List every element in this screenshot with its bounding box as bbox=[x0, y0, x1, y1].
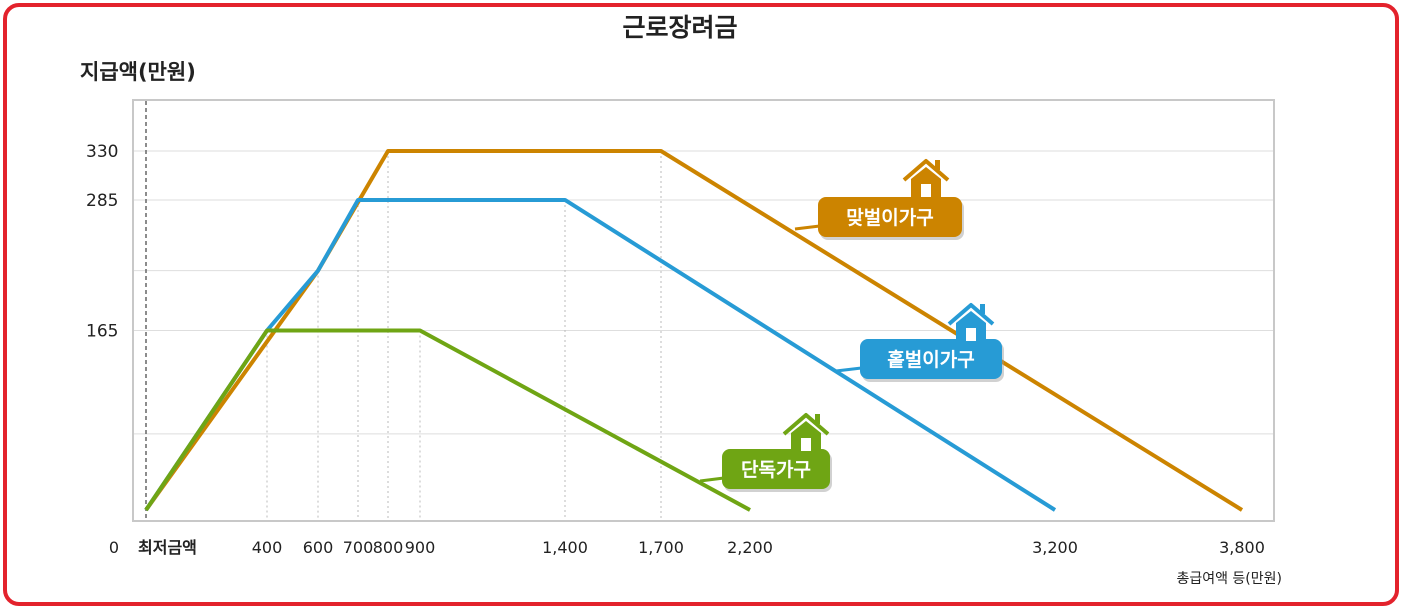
series-line-single bbox=[144, 328, 751, 512]
tag-background bbox=[722, 449, 830, 489]
house-icon bbox=[947, 303, 995, 341]
x-tick-label: 2,200 bbox=[727, 538, 773, 557]
house-icon bbox=[902, 159, 950, 197]
y-axis-label: 지급액(만원) bbox=[80, 60, 196, 84]
x-tick-label: 1,700 bbox=[638, 538, 684, 557]
series-name-label: 홑벌이가구 bbox=[887, 348, 974, 371]
x-tick-label: 400 bbox=[252, 538, 283, 557]
x-tick-label: 900 bbox=[405, 538, 436, 557]
chart-frame bbox=[3, 3, 1399, 606]
x-axis-label: 총급여액 등(만원) bbox=[1176, 571, 1282, 587]
x-tick-label: 1,400 bbox=[542, 538, 588, 557]
x-tick-label: 600 bbox=[303, 538, 334, 557]
x-tick-label: 0 bbox=[109, 538, 119, 557]
x-tick-label: 3,800 bbox=[1219, 538, 1265, 557]
legend-tag-dual: 맞벌이가구 bbox=[794, 159, 964, 240]
legend-tag-single: 단독가구 bbox=[699, 413, 832, 492]
y-tick-label: 330 bbox=[86, 142, 118, 162]
y-tick-label: 165 bbox=[86, 322, 118, 342]
x-tick-label: 800 bbox=[373, 538, 404, 557]
house-icon bbox=[782, 413, 830, 451]
series-name-label: 단독가구 bbox=[741, 459, 811, 481]
plot-area bbox=[132, 99, 1275, 522]
tag-background bbox=[860, 339, 1002, 379]
tag-background bbox=[818, 197, 962, 237]
series-line-dual bbox=[144, 149, 1244, 512]
legend-tag-single_earner: 홑벌이가구 bbox=[835, 303, 1004, 382]
x-tick-label: 700 bbox=[343, 538, 374, 557]
chart-title: 근로장려금 bbox=[622, 13, 737, 42]
x-tick-label: 3,200 bbox=[1032, 538, 1078, 557]
series-name-label: 맞벌이가구 bbox=[846, 207, 933, 229]
x-tick-label: 최저금액 bbox=[138, 538, 197, 557]
y-tick-label: 285 bbox=[86, 191, 118, 211]
